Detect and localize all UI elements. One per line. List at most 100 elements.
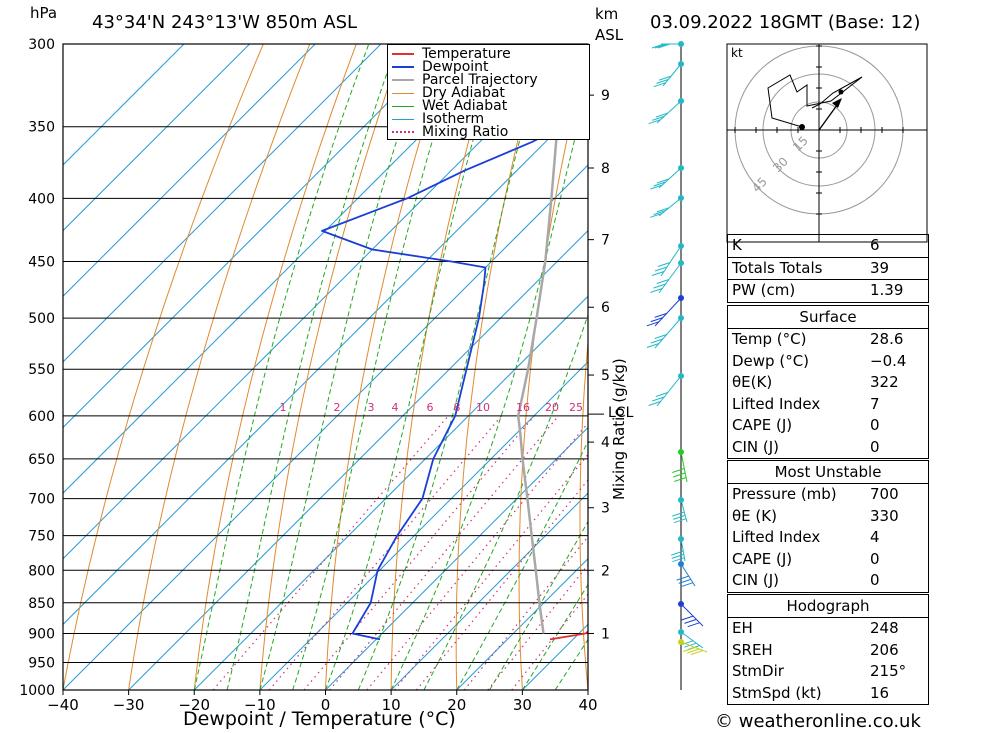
x-tick-label: −10 bbox=[244, 696, 276, 714]
height-tick-label: 5 bbox=[601, 368, 610, 384]
hodograph-end-dot bbox=[838, 89, 844, 95]
dry-adiabat-line bbox=[639, 44, 682, 690]
isotherm-line bbox=[63, 164, 588, 690]
wet-adiabat-line bbox=[423, 313, 588, 690]
most-unstable-row: CIN (J) 0 bbox=[732, 571, 880, 589]
most-unstable-row: Lifted Index 4 bbox=[732, 528, 880, 546]
mixing-ratio-label: 2 bbox=[334, 401, 341, 414]
mixing-ratio-line bbox=[394, 453, 588, 690]
pressure-tick-label: 450 bbox=[28, 255, 55, 271]
wind-barb-feather bbox=[652, 396, 665, 402]
surface-box: Surface Temp (°C) 28.6 Dewp (°C) −0.4 θE(K… bbox=[727, 305, 929, 459]
most-unstable-row: Pressure (mb) 700 bbox=[732, 485, 899, 503]
dry-adiabat-line bbox=[959, 44, 1000, 690]
index-row-pw: PW (cm) 1.39 bbox=[728, 279, 928, 302]
wind-barb-shaft bbox=[656, 375, 682, 407]
storm-motion-arrowhead bbox=[832, 98, 842, 108]
most-unstable-row: θE (K) 330 bbox=[732, 506, 899, 525]
mixing-ratio-line bbox=[487, 563, 588, 690]
mixing-ratio-label: 16 bbox=[516, 401, 530, 414]
footer-credit: © weatheronline.co.uk bbox=[715, 711, 921, 732]
wind-barb-feather bbox=[656, 279, 670, 284]
most-unstable-title: Most Unstable bbox=[728, 461, 928, 484]
wind-barb-shaft bbox=[658, 167, 682, 189]
mixing-ratio-line bbox=[303, 415, 535, 690]
wind-barb-feather bbox=[651, 43, 665, 49]
surface-row: Lifted Index 7 bbox=[732, 394, 880, 413]
mixing-ratio-label: 6 bbox=[427, 401, 434, 414]
pressure-tick-label: 350 bbox=[28, 120, 55, 136]
surface-title: Surface bbox=[728, 306, 928, 329]
wind-barb-shaft bbox=[680, 499, 688, 523]
wet-adiabat-line bbox=[193, 44, 370, 690]
wind-barb-feather bbox=[671, 553, 684, 559]
wind-barb-feather bbox=[655, 392, 668, 397]
wind-barb-feather bbox=[654, 43, 668, 49]
legend-item-parcel: Parcel Trajectory bbox=[392, 73, 538, 87]
wind-barb-feather bbox=[650, 317, 663, 323]
index-row-totals: Totals Totals 39 bbox=[728, 256, 928, 280]
hodograph-row: SREH 206 bbox=[732, 640, 899, 659]
wind-barb-feather bbox=[687, 622, 700, 628]
height-tick-label: 2 bbox=[601, 563, 610, 579]
location-title: 43°34'N 243°13'W 850m ASL bbox=[92, 12, 358, 33]
mixing-ratio-label: 20 bbox=[545, 401, 559, 414]
wind-barb-feather bbox=[653, 82, 666, 88]
pressure-tick-label: 650 bbox=[28, 452, 55, 468]
mixing-ratio-label: 25 bbox=[569, 401, 583, 414]
surface-row: Dewp (°C) −0.4 bbox=[732, 351, 907, 370]
wind-barb-feather bbox=[678, 578, 691, 584]
wind-barb-feather bbox=[680, 582, 694, 588]
mixing-ratio-line bbox=[268, 415, 502, 690]
wind-barb-feather bbox=[656, 207, 670, 213]
wind-barb-shaft bbox=[680, 451, 688, 483]
height-tick-label: 3 bbox=[601, 501, 610, 517]
x-tick-label: −30 bbox=[113, 696, 145, 714]
surface-row: CAPE (J) 0 bbox=[732, 416, 880, 434]
hodograph-stats-box: Hodograph EH 248 SREH 206 StmDir 215° StmSp… bbox=[727, 594, 929, 705]
pressure-tick-label: 950 bbox=[28, 655, 55, 671]
wind-barb-feather bbox=[657, 43, 671, 49]
wind-barb-shaft bbox=[654, 297, 682, 327]
pressure-tick-label: 550 bbox=[28, 362, 55, 378]
pressure-tick-label: 1000 bbox=[19, 683, 55, 699]
wind-barb-shaft bbox=[662, 63, 682, 87]
wind-barb-feather bbox=[658, 75, 672, 81]
dry-adiabat-line bbox=[325, 44, 450, 690]
wind-barb-shaft bbox=[658, 262, 682, 294]
isotherm-line bbox=[456, 558, 588, 690]
wet-adiabat-line bbox=[456, 440, 588, 690]
wind-barb-feather bbox=[690, 650, 704, 655]
height-tick-label: 1 bbox=[601, 626, 610, 642]
wind-barb-shaft bbox=[656, 100, 682, 124]
pressure-tick-label: 800 bbox=[28, 563, 55, 579]
isotherm-line bbox=[63, 44, 316, 297]
isotherm-line bbox=[259, 361, 588, 690]
hodograph-row: StmDir 215° bbox=[732, 662, 907, 680]
hodograph-frame bbox=[726, 43, 928, 243]
pressure-tick-label: 900 bbox=[28, 626, 55, 642]
most-unstable-box: Most Unstable Pressure (mb) 700 θE (K) 330… bbox=[727, 460, 929, 593]
isotherm-line bbox=[63, 44, 250, 232]
surface-row: CIN (J) 0 bbox=[732, 437, 880, 456]
mixing-ratio-line bbox=[415, 479, 588, 690]
surface-row: Temp (°C) 28.6 bbox=[732, 330, 904, 348]
legend-item-dewpoint: Dewpoint bbox=[392, 60, 489, 74]
dry-adiabat-line bbox=[259, 44, 404, 690]
wind-barb-feather bbox=[646, 321, 660, 327]
x-tick-label: −40 bbox=[47, 696, 79, 714]
most-unstable-row: CAPE (J) 0 bbox=[732, 549, 880, 568]
wind-barb-shaft bbox=[680, 538, 686, 562]
pressure-tick-label: 750 bbox=[28, 529, 55, 545]
pressure-tick-label: 700 bbox=[28, 492, 55, 508]
legend-item-dry-adiabat: Dry Adiabat bbox=[392, 86, 505, 100]
wind-barb-shaft bbox=[654, 317, 682, 349]
pressure-tick-label: 600 bbox=[28, 409, 55, 425]
mixing-ratio-line bbox=[463, 535, 588, 690]
wind-barb-feather bbox=[657, 262, 671, 267]
x-axis-label: Dewpoint / Temperature (°C) bbox=[183, 708, 456, 730]
wind-barb-feather bbox=[671, 550, 684, 556]
wind-barb-feather bbox=[684, 618, 697, 624]
hodograph-row: EH 248 bbox=[732, 619, 899, 637]
